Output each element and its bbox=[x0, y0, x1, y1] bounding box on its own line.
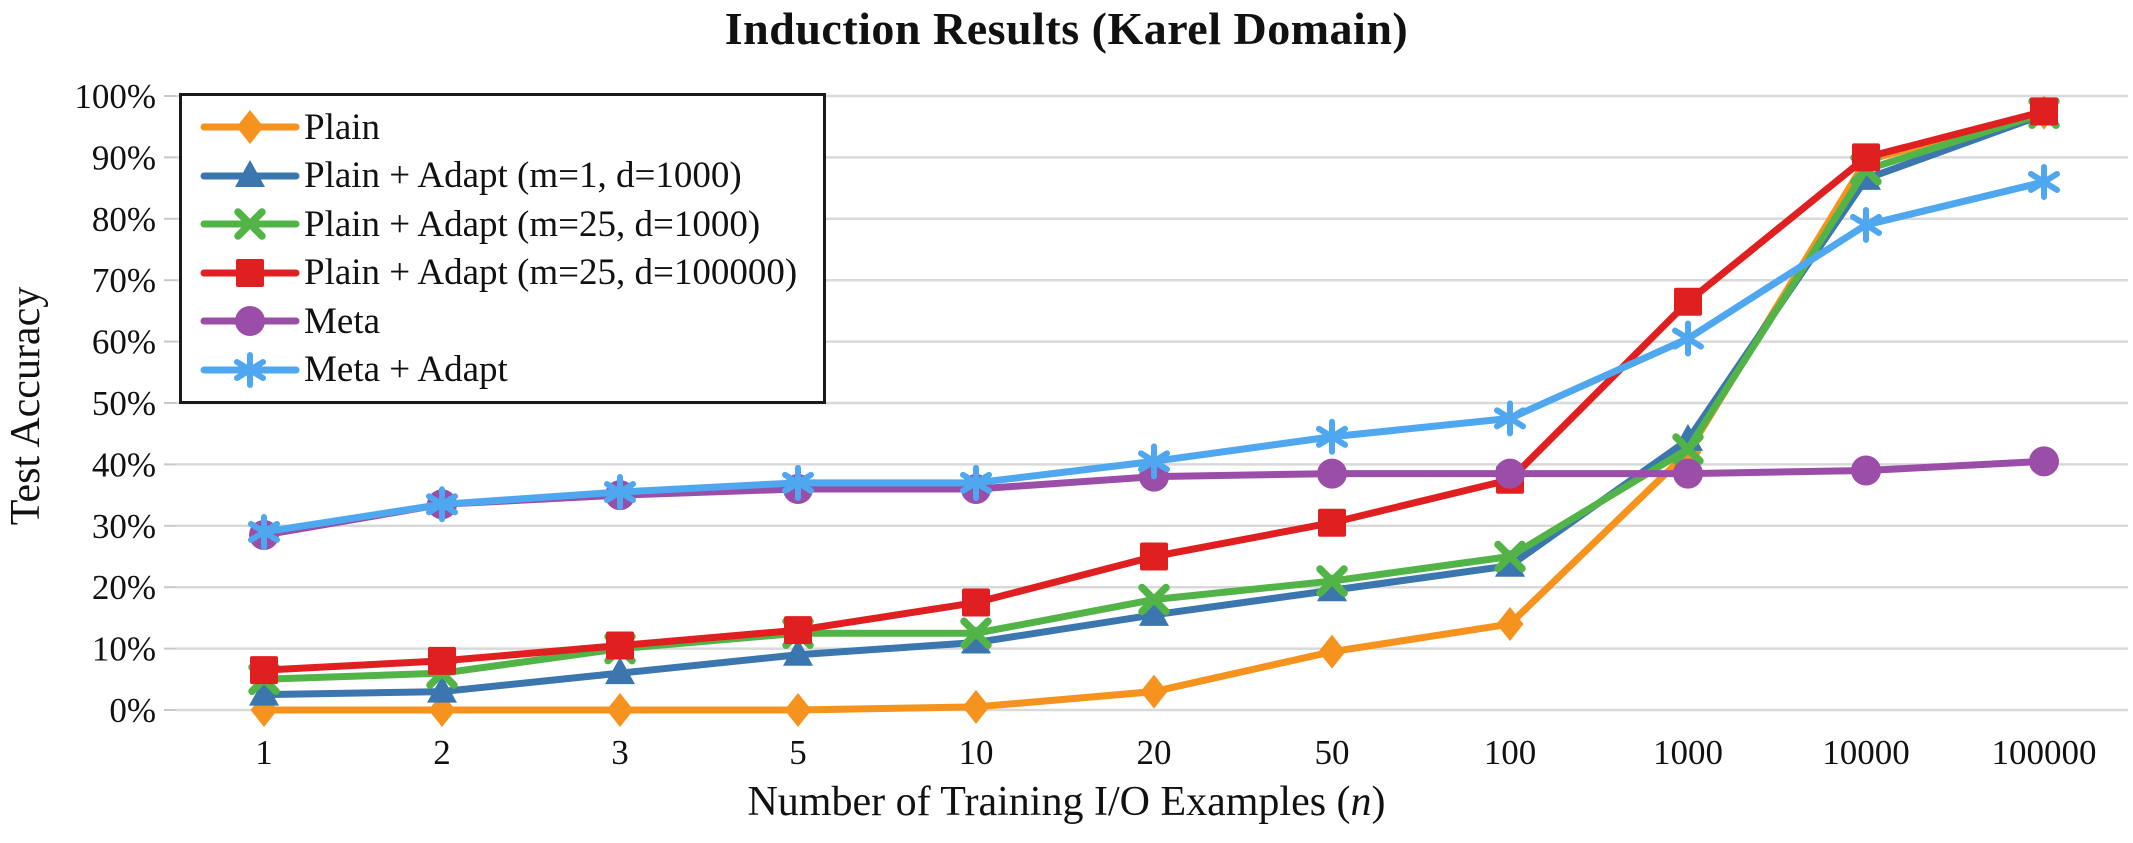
x-axis-variable: n bbox=[1350, 779, 1372, 825]
legend-swatch bbox=[200, 306, 300, 337]
asterisk-marker bbox=[1316, 418, 1348, 455]
circle-marker bbox=[235, 306, 265, 337]
x-tick-label: 20 bbox=[1137, 733, 1172, 772]
circle-marker bbox=[1317, 458, 1347, 489]
x-tick-label: 10000 bbox=[1822, 733, 1910, 772]
series-meta-adapt bbox=[248, 163, 2060, 550]
circle-marker bbox=[1851, 455, 1881, 486]
legend-label: Meta bbox=[304, 300, 381, 342]
asterisk-marker bbox=[1672, 320, 1704, 357]
y-tick-label: 10% bbox=[92, 630, 156, 669]
legend-item: Plain bbox=[200, 103, 797, 152]
x-axis-title: Number of Training I/O Examples (n) bbox=[747, 779, 1386, 825]
legend-label: Meta + Adapt bbox=[304, 349, 508, 391]
square-marker bbox=[962, 588, 990, 617]
square-marker bbox=[1140, 542, 1168, 571]
asterisk-marker bbox=[248, 513, 280, 550]
y-tick-label: 30% bbox=[92, 507, 156, 546]
legend-label: Plain + Adapt (m=25, d=100000) bbox=[304, 252, 798, 294]
legend-swatch bbox=[200, 258, 300, 287]
asterisk-marker bbox=[1494, 400, 1526, 437]
legend-label: Plain bbox=[304, 106, 381, 148]
y-tick-label: 0% bbox=[109, 691, 156, 730]
triangle-marker bbox=[1317, 574, 1347, 602]
circle-marker bbox=[1673, 458, 1703, 489]
legend-swatch bbox=[200, 351, 300, 388]
y-tick-label: 20% bbox=[92, 568, 156, 607]
circle-marker bbox=[1495, 458, 1525, 489]
legend-item: Meta + Adapt bbox=[200, 346, 797, 395]
diamond-marker bbox=[236, 110, 264, 145]
square-marker bbox=[2030, 97, 2058, 126]
x-tick-label: 10 bbox=[959, 733, 994, 772]
triangle-marker bbox=[961, 626, 991, 654]
x-tick-label: 1 bbox=[255, 733, 273, 772]
triangle-marker bbox=[783, 638, 813, 666]
series-plain-adapt-m-25-d-100000 bbox=[250, 97, 2058, 685]
x-marker bbox=[1672, 433, 1704, 465]
legend-item: Plain + Adapt (m=1, d=1000) bbox=[200, 152, 797, 201]
x-marker bbox=[1316, 565, 1348, 597]
square-marker bbox=[606, 631, 634, 660]
legend-item: Plain + Adapt (m=25, d=1000) bbox=[200, 200, 797, 249]
legend-label: Plain + Adapt (m=1, d=1000) bbox=[304, 155, 742, 197]
asterisk-marker bbox=[782, 464, 814, 501]
asterisk-marker bbox=[1850, 206, 1882, 243]
x-tick-label: 5 bbox=[789, 733, 807, 772]
asterisk-marker bbox=[1138, 443, 1170, 480]
square-marker bbox=[236, 258, 264, 287]
y-tick-label: 80% bbox=[92, 200, 156, 239]
square-marker bbox=[1674, 287, 1702, 316]
diamond-marker bbox=[1140, 674, 1168, 709]
y-tick-label: 40% bbox=[92, 445, 156, 484]
y-tick-label: 60% bbox=[92, 323, 156, 362]
circle-marker bbox=[2029, 446, 2059, 477]
x-marker bbox=[1494, 540, 1526, 573]
x-marker bbox=[960, 617, 992, 649]
asterisk-marker bbox=[234, 351, 266, 388]
y-tick-label: 50% bbox=[92, 384, 156, 423]
triangle-marker bbox=[1139, 598, 1169, 626]
diamond-marker bbox=[1496, 607, 1524, 642]
y-tick-label: 100% bbox=[74, 77, 156, 116]
diamond-marker bbox=[606, 693, 634, 727]
x-tick-label: 100000 bbox=[1992, 733, 2097, 772]
triangle-marker bbox=[235, 159, 265, 187]
x-tick-label: 3 bbox=[611, 733, 629, 772]
triangle-marker bbox=[249, 678, 279, 706]
asterisk-marker bbox=[960, 464, 992, 501]
legend: Plain Plain + Adapt (m=1, d=1000) Plain + … bbox=[179, 93, 827, 404]
diamond-marker bbox=[784, 693, 812, 727]
triangle-marker bbox=[1495, 549, 1525, 577]
triangle-marker bbox=[605, 657, 635, 685]
asterisk-marker bbox=[426, 486, 458, 523]
legend-swatch bbox=[200, 159, 300, 187]
triangle-marker bbox=[427, 675, 457, 703]
legend-item: Plain + Adapt (m=25, d=100000) bbox=[200, 249, 797, 298]
x-tick-label: 50 bbox=[1315, 733, 1350, 772]
x-tick-label: 1000 bbox=[1653, 733, 1723, 772]
asterisk-marker bbox=[604, 474, 636, 511]
square-marker bbox=[1318, 508, 1346, 537]
square-marker bbox=[428, 646, 456, 675]
x-tick-label: 100 bbox=[1484, 733, 1537, 772]
x-tick-label: 2 bbox=[433, 733, 451, 772]
legend-label: Plain + Adapt (m=25, d=1000) bbox=[304, 203, 761, 245]
x-marker bbox=[1138, 583, 1170, 616]
asterisk-marker bbox=[2028, 163, 2060, 200]
square-marker bbox=[1852, 143, 1880, 172]
y-tick-label: 90% bbox=[92, 138, 156, 177]
diamond-marker bbox=[1318, 634, 1346, 669]
x-marker bbox=[234, 208, 266, 240]
chart-title: Induction Results (Karel Domain) bbox=[724, 3, 1409, 54]
y-tick-label: 70% bbox=[92, 261, 156, 300]
diamond-marker bbox=[962, 689, 990, 724]
legend-swatch bbox=[200, 110, 300, 145]
square-marker bbox=[784, 616, 812, 645]
legend-item: Meta bbox=[200, 297, 797, 346]
square-marker bbox=[250, 656, 278, 685]
legend-swatch bbox=[200, 208, 300, 240]
